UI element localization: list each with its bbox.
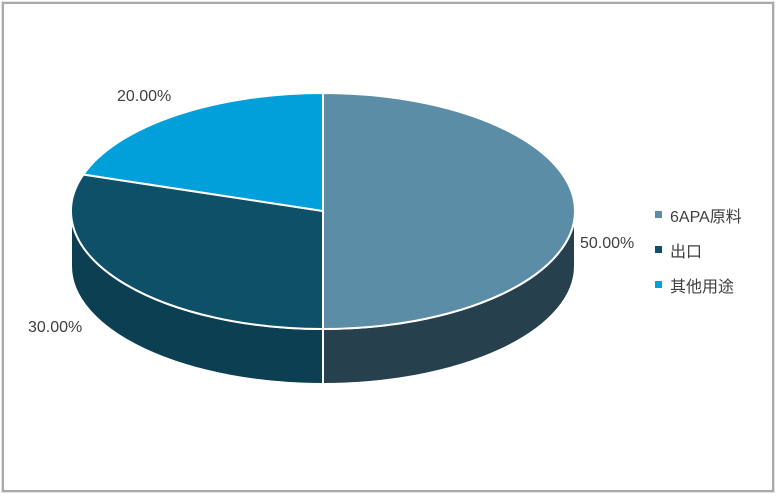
- slice-label-50: 50.00%: [580, 235, 635, 252]
- legend-item: 6APA原料: [655, 205, 742, 226]
- legend-item: 出口: [655, 240, 742, 261]
- pie-segment-top: [322, 92, 576, 330]
- legend-label: 出口: [670, 243, 703, 261]
- pie-segment-top: [70, 173, 324, 330]
- legend-marker: [655, 211, 662, 218]
- legend: 6APA原料 出口 其他用途: [655, 205, 742, 310]
- legend-marker: [655, 281, 662, 288]
- legend-label: 其他用途: [670, 278, 735, 296]
- slice-label-20: 20.00%: [117, 88, 172, 105]
- legend-label: 6APA原料: [670, 208, 742, 226]
- legend-marker: [655, 246, 662, 253]
- legend-item: 其他用途: [655, 275, 742, 296]
- slice-label-30: 30.00%: [28, 319, 83, 336]
- pie-segment-top: [82, 92, 324, 212]
